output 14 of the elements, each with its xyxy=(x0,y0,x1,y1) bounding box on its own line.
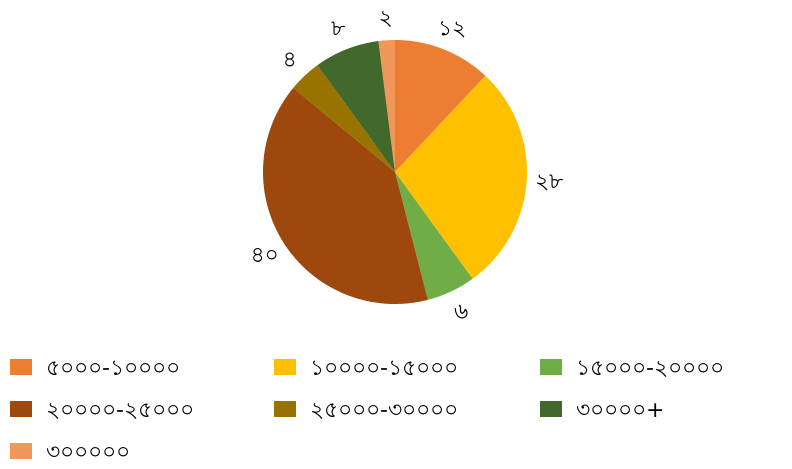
data-label: ১২ xyxy=(438,16,466,42)
data-label: ৪ xyxy=(282,47,296,72)
legend-label: ১০০০০-১৫০০০ xyxy=(310,356,458,381)
legend-label: ৩০০০০০ xyxy=(46,440,130,465)
data-label: ৪০ xyxy=(250,242,279,268)
legend-label: ২৫০০০-৩০০০০ xyxy=(310,398,458,423)
legend-label: ১৫০০০-২০০০০ xyxy=(576,356,724,381)
data-label: ২ xyxy=(378,6,392,31)
legend-label: ৫০০০-১০০০০ xyxy=(46,356,180,381)
data-label: ২৮ xyxy=(535,170,564,195)
legend-label: ৩০০০০+ xyxy=(576,398,664,423)
legend-label: ২০০০০-২৫০০০ xyxy=(46,398,194,423)
data-label: ৬ xyxy=(454,300,468,325)
data-label: ৮ xyxy=(331,16,346,42)
